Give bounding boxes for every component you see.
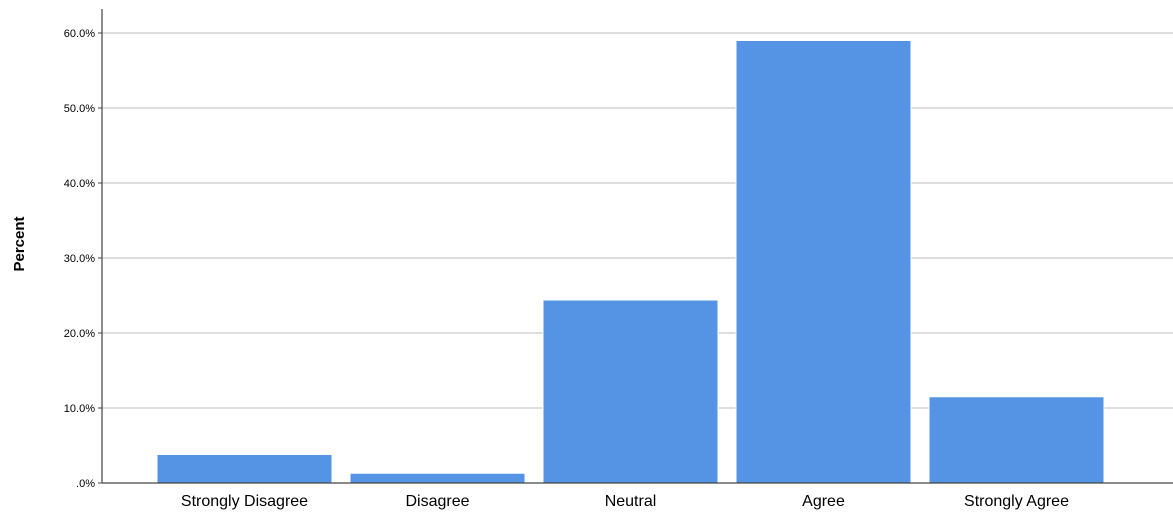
bar xyxy=(735,40,912,484)
axes xyxy=(98,9,1173,484)
bar xyxy=(542,299,719,484)
x-tick-label: Neutral xyxy=(605,493,657,510)
y-tick-label: 10.0% xyxy=(64,403,95,415)
bar xyxy=(349,472,526,484)
x-tick-label: Agree xyxy=(802,493,845,510)
y-tick-label: 60.0% xyxy=(64,28,95,40)
y-tick-label: 50.0% xyxy=(64,103,95,115)
bars xyxy=(156,40,1105,484)
x-tick-labels: Strongly Disagree Disagree Neutral Agree Str… xyxy=(181,493,1069,510)
y-tick-labels: .0% 10.0% 20.0% 30.0% 40.0% 50.0% 60.0% xyxy=(64,28,95,490)
y-tick-label: 20.0% xyxy=(64,328,95,340)
y-axis-label: Percent xyxy=(11,216,28,271)
bar xyxy=(928,396,1105,484)
bar xyxy=(156,454,333,484)
y-tick-label: 30.0% xyxy=(64,253,95,265)
y-tick-label: 40.0% xyxy=(64,178,95,190)
x-tick-label: Disagree xyxy=(405,493,469,510)
x-tick-label: Strongly Disagree xyxy=(181,493,308,510)
y-tick-label: .0% xyxy=(76,478,95,490)
x-tick-label: Strongly Agree xyxy=(964,493,1069,510)
